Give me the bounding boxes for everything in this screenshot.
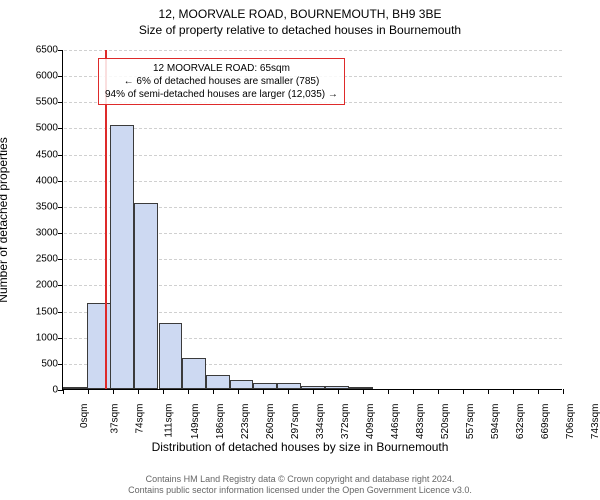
x-tick-label: 446sqm [390,404,401,440]
x-tick [113,389,114,394]
y-tick-label: 6000 [12,71,58,82]
histogram-plot: 0500100015002000250030003500400045005000… [62,50,562,390]
y-tick-label: 4500 [12,149,58,160]
x-tick [488,389,489,394]
x-tick [88,389,89,394]
x-tick [313,389,314,394]
x-tick-label: 260sqm [265,404,276,440]
title-line1: 12, MOORVALE ROAD, BOURNEMOUTH, BH9 3BE [0,6,600,22]
x-tick [63,389,64,394]
x-tick-label: 372sqm [340,404,351,440]
histogram-bar [277,383,301,389]
footer-line1: Contains HM Land Registry data © Crown c… [0,474,600,485]
y-tick-label: 5000 [12,123,58,134]
x-tick-label: 0sqm [79,404,90,428]
y-tick-label: 500 [12,358,58,369]
x-tick-label: 743sqm [590,404,600,440]
y-tick-label: 4000 [12,175,58,186]
x-tick-label: 111sqm [164,404,175,438]
gridline [64,50,562,51]
x-axis-title: Distribution of detached houses by size … [0,440,600,454]
x-tick [213,389,214,394]
histogram-bar [182,358,206,389]
y-tick [58,285,63,286]
y-tick-label: 3500 [12,201,58,212]
histogram-bar [63,387,87,389]
x-tick-label: 223sqm [240,404,251,440]
y-tick-label: 2500 [12,254,58,265]
x-tick-label: 483sqm [415,404,426,440]
y-tick-label: 1500 [12,306,58,317]
x-tick-label: 557sqm [465,404,476,440]
gridline [64,155,562,156]
x-tick [538,389,539,394]
y-tick-label: 5500 [12,97,58,108]
y-axis-title: Number of detached properties [0,137,10,302]
x-tick-label: 520sqm [440,404,451,440]
y-tick [58,50,63,51]
y-tick [58,312,63,313]
y-tick [58,76,63,77]
x-tick-label: 594sqm [490,404,501,440]
histogram-bar [349,387,373,389]
x-tick [463,389,464,394]
y-tick [58,128,63,129]
x-tick-label: 669sqm [540,404,551,440]
y-tick-label: 6500 [12,45,58,56]
y-tick [58,102,63,103]
x-tick [188,389,189,394]
x-tick-label: 37sqm [110,404,121,434]
x-tick [513,389,514,394]
y-tick-label: 0 [12,385,58,396]
footer-line2: Contains public sector information licen… [0,485,600,496]
x-tick [338,389,339,394]
x-tick-label: 409sqm [365,404,376,440]
histogram-bar [206,375,230,389]
x-tick-label: 186sqm [215,404,226,440]
y-tick [58,207,63,208]
x-tick-label: 74sqm [135,404,146,434]
x-tick [563,389,564,394]
chart-titles: 12, MOORVALE ROAD, BOURNEMOUTH, BH9 3BE … [0,0,600,38]
x-tick-label: 632sqm [515,404,526,440]
y-tick [58,364,63,365]
gridline [64,128,562,129]
y-tick [58,155,63,156]
x-tick [388,389,389,394]
x-tick [438,389,439,394]
y-tick-label: 3000 [12,228,58,239]
x-tick [138,389,139,394]
x-tick [363,389,364,394]
y-tick [58,233,63,234]
annotation-box: 12 MOORVALE ROAD: 65sqm ← 6% of detached… [98,58,345,105]
histogram-bar [159,323,183,389]
histogram-bar [134,203,158,389]
y-tick [58,181,63,182]
y-tick [58,259,63,260]
histogram-bar [110,125,134,389]
x-tick [288,389,289,394]
x-tick [263,389,264,394]
x-tick [238,389,239,394]
x-tick [413,389,414,394]
histogram-bar [253,383,277,389]
histogram-bar [230,380,254,389]
annotation-line3: 94% of semi-detached houses are larger (… [105,88,338,101]
annotation-line1: 12 MOORVALE ROAD: 65sqm [105,62,338,75]
x-tick-label: 297sqm [290,404,301,440]
x-tick-label: 706sqm [565,404,576,440]
x-tick-label: 149sqm [190,404,201,440]
title-line2: Size of property relative to detached ho… [0,22,600,38]
x-tick [163,389,164,394]
y-tick [58,338,63,339]
histogram-bar [87,303,111,389]
y-tick-label: 1000 [12,332,58,343]
footer: Contains HM Land Registry data © Crown c… [0,474,600,497]
annotation-line2: ← 6% of detached houses are smaller (785… [105,75,338,88]
y-tick-label: 2000 [12,280,58,291]
gridline [64,181,562,182]
x-tick-label: 334sqm [315,404,326,440]
